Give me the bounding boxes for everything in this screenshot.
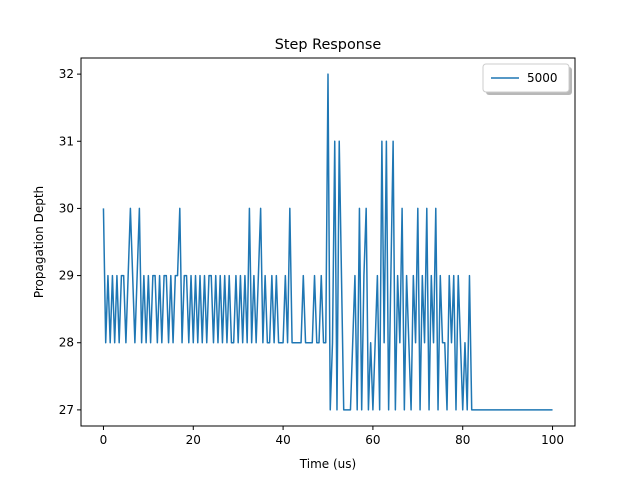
x-tick-label: 0 <box>100 433 108 447</box>
legend-label: 5000 <box>527 71 558 85</box>
x-tick-label: 20 <box>186 433 201 447</box>
y-tick-label: 30 <box>59 201 74 215</box>
y-tick-label: 27 <box>59 403 74 417</box>
legend <box>482 63 570 93</box>
y-tick-label: 28 <box>59 336 74 350</box>
y-tick-label: 31 <box>59 134 74 148</box>
x-tick-label: 60 <box>365 433 380 447</box>
x-axis-label: Time (us) <box>299 457 356 471</box>
chart-title: Step Response <box>275 37 382 53</box>
plot-frame <box>80 57 576 427</box>
line <box>102 73 553 411</box>
y-tick-label: 29 <box>59 269 74 283</box>
x-tick-label: 100 <box>541 433 564 447</box>
y-axis-label: Propagation Depth <box>32 186 46 298</box>
y-tick-label: 32 <box>59 67 74 81</box>
x-tick-label: 40 <box>275 433 290 447</box>
x-tick-label: 80 <box>455 433 470 447</box>
